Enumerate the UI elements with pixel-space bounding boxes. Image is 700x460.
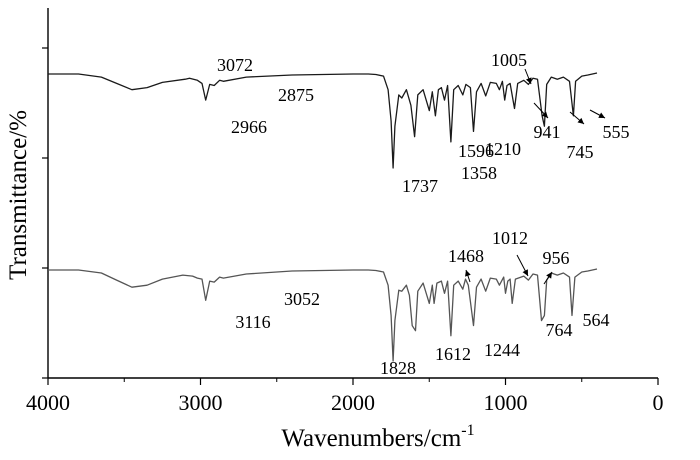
- x-tick-label-2000: 2000: [331, 390, 375, 415]
- annotation-941: 941: [534, 122, 561, 142]
- annotation-1244: 1244: [484, 340, 520, 360]
- annotation-1005: 1005: [491, 50, 527, 70]
- annotation-764: 764: [546, 320, 573, 340]
- x-tick-label-1000: 1000: [484, 390, 528, 415]
- annotation-1828: 1828: [380, 358, 416, 378]
- annotation-564: 564: [583, 310, 610, 330]
- annotation-arrowhead-2: [541, 111, 548, 118]
- x-axis-title-main: Wavenumbers/cm: [281, 425, 461, 452]
- annotation-1210: 1210: [485, 139, 521, 159]
- annotation-3116: 3116: [235, 312, 270, 332]
- annotation-arrowhead-3: [577, 117, 584, 124]
- spectrum-line-2: [48, 268, 598, 362]
- annotation-555: 555: [603, 122, 630, 142]
- annotation-3052: 3052: [284, 289, 320, 309]
- annotation-2875: 2875: [278, 85, 314, 105]
- annotation-arrowhead-1: [525, 77, 532, 84]
- x-tick-label-4000: 4000: [26, 390, 70, 415]
- annotation-1596: 1596: [458, 141, 494, 161]
- annotation-745: 745: [567, 142, 594, 162]
- spectrum-line-1: [48, 72, 598, 169]
- annotation-2966: 2966: [231, 117, 267, 137]
- annotation-arrowhead-4: [598, 112, 605, 118]
- x-tick-label-3000: 3000: [179, 390, 223, 415]
- annotation-956: 956: [543, 248, 570, 268]
- x-tick-label-0: 0: [653, 390, 664, 415]
- annotation-1012: 1012: [492, 228, 528, 248]
- x-axis-title-superscript: -1: [461, 422, 474, 439]
- annotation-1737: 1737: [402, 176, 438, 196]
- annotation-arrowhead-5: [465, 270, 471, 277]
- annotation-3072: 3072: [217, 55, 253, 75]
- annotation-arrowhead-7: [546, 272, 552, 279]
- x-axis-title: Wavenumbers/cm-1: [281, 422, 474, 452]
- annotation-1612: 1612: [435, 344, 471, 364]
- annotation-1358: 1358: [461, 163, 497, 183]
- annotation-arrowhead-6: [522, 269, 528, 276]
- annotation-1468: 1468: [448, 246, 484, 266]
- y-axis-title: Transmittance/%: [5, 110, 32, 280]
- plot-area: 4000 3000 2000 1000 0 3072 2966 2875 1737 1596135…: [26, 8, 664, 415]
